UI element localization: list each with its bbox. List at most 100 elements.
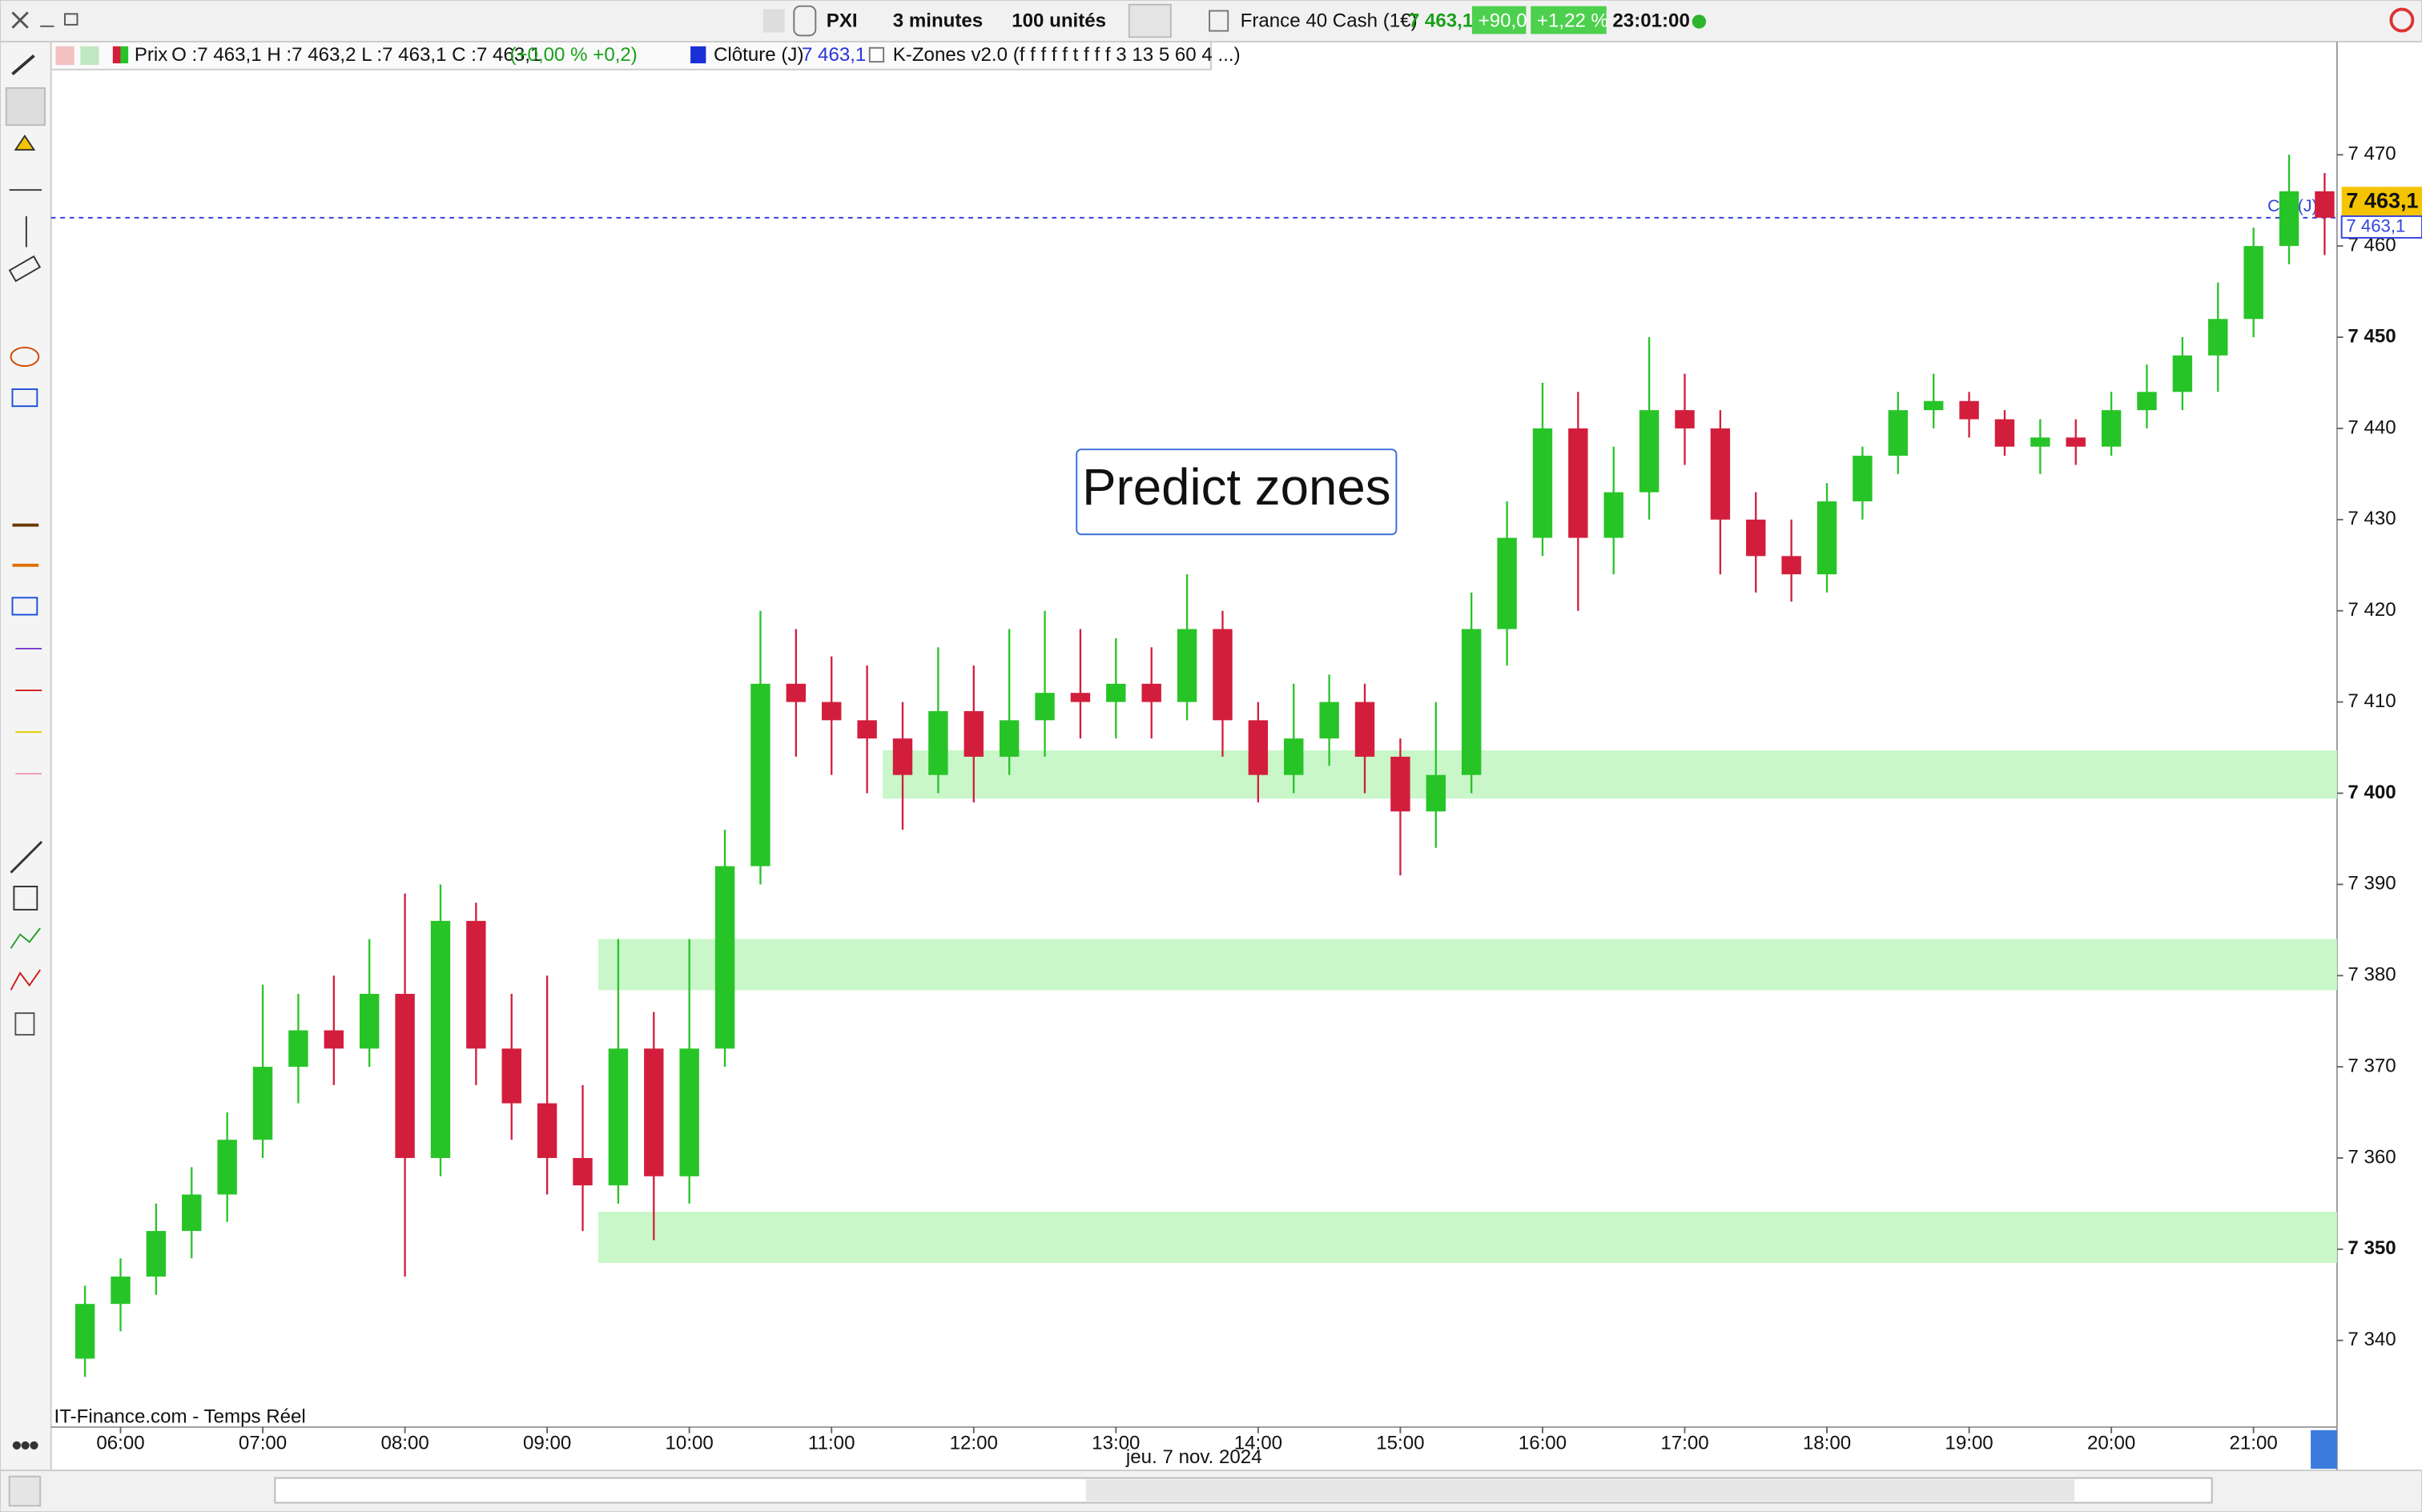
top-toolbar: [0, 0, 2422, 43]
candle-body: [2172, 355, 2193, 392]
price-icon-up: [120, 46, 129, 64]
candle-body: [360, 993, 380, 1049]
wave-tool[interactable]: [10, 969, 41, 991]
candle-body: [324, 1030, 344, 1049]
candle-body: [1675, 410, 1695, 428]
delete-tool[interactable]: [14, 1012, 35, 1036]
server-time: 23:01:00: [1612, 10, 1689, 31]
candle-body: [537, 1103, 557, 1158]
candle-body: [999, 720, 1020, 757]
drawing-tools[interactable]: •••: [5, 54, 46, 1460]
x-tick-label: 16:00: [1519, 1433, 1567, 1454]
candle-body: [786, 683, 807, 702]
candle-body: [1461, 629, 1482, 775]
candle-body: [1354, 702, 1375, 757]
change-badge: [1471, 6, 1527, 34]
y-tick-label: 7 440: [2348, 416, 2396, 438]
date-label: jeu. 7 nov. 2024: [1125, 1446, 1262, 1468]
x-tick-label: 12:00: [950, 1433, 998, 1454]
candle-body: [2101, 410, 2122, 447]
bottom-controls[interactable]: [8, 1430, 2337, 1507]
box-tool[interactable]: [11, 597, 38, 616]
legend-bar: [50, 41, 1212, 70]
candle-body: [1035, 693, 1055, 721]
legend-indicator: K-Zones v2.0 (f f f f f t f f f 3 13 5 6…: [893, 44, 1241, 66]
ruler-tool[interactable]: [8, 255, 42, 283]
candle-body: [1639, 410, 1660, 493]
restore-button[interactable]: [64, 13, 78, 26]
scroll-thumb[interactable]: [1085, 1479, 2075, 1502]
candle-body: [679, 1048, 699, 1176]
window-controls[interactable]: [11, 11, 78, 29]
x-tick-label: 14:00: [1234, 1433, 1282, 1454]
x-tick-label: 09:00: [523, 1433, 571, 1454]
rectangle-tool[interactable]: [11, 388, 38, 408]
candle-body: [2279, 191, 2299, 247]
legend-close-value: 7 463,1: [802, 44, 866, 66]
text-tool[interactable]: [13, 885, 38, 911]
symbol-code[interactable]: PXI: [827, 10, 858, 31]
y-tick-label: 7 370: [2348, 1055, 2396, 1076]
candle-body: [1213, 629, 1233, 721]
data-source: IT-Finance.com - Temps Réel: [54, 1406, 306, 1428]
candle-body: [892, 738, 913, 775]
indicator-checkbox[interactable]: [868, 46, 885, 63]
change-pct-value: +1,22 %: [1537, 10, 1608, 31]
x-tick-label: 11:00: [808, 1433, 855, 1454]
candle-body: [714, 866, 735, 1049]
units-select[interactable]: 100 unités: [1012, 10, 1106, 31]
alert-tool[interactable]: [14, 134, 36, 151]
more-tools[interactable]: •••: [12, 1430, 39, 1460]
candle-body: [111, 1277, 131, 1305]
workspace-button[interactable]: [8, 1475, 42, 1507]
ellipse-tool[interactable]: [10, 346, 40, 368]
scroll-latest-button[interactable]: [2311, 1430, 2337, 1470]
indicator-button[interactable]: [1128, 3, 1172, 38]
candle-body: [1603, 492, 1623, 538]
refresh-button[interactable]: [2389, 7, 2415, 33]
change-pct-badge: [1531, 6, 1607, 34]
pencil-tool[interactable]: [11, 54, 35, 76]
candle-body: [928, 710, 948, 775]
candle-body: [1284, 738, 1304, 775]
candle-body: [750, 683, 770, 867]
candle-body: [1923, 400, 1944, 411]
close-price-tag: [2340, 215, 2422, 239]
last-price-tag-text: 7 463,1: [2346, 189, 2418, 213]
price-icon-down: [112, 46, 121, 64]
candle-body: [857, 720, 877, 739]
candle-body: [1959, 400, 1979, 420]
pattern-tool[interactable]: [10, 927, 41, 949]
chart-type-button[interactable]: [762, 9, 785, 33]
x-tick-label: 07:00: [239, 1433, 287, 1454]
close-button[interactable]: [11, 11, 29, 29]
candle-body: [2315, 191, 2335, 218]
legend-close-name: Clôture (J): [714, 44, 803, 66]
cursor-tool[interactable]: [5, 86, 46, 127]
hide-button[interactable]: [55, 46, 74, 65]
trendline-tool[interactable]: [10, 841, 43, 874]
last-price-tag: [2341, 187, 2422, 216]
candle-body: [2137, 392, 2157, 411]
link-button[interactable]: [793, 5, 817, 37]
y-tick-label: 7 340: [2348, 1329, 2396, 1350]
show-button[interactable]: [80, 46, 99, 65]
candle-body: [1106, 683, 1126, 702]
x-tick-label: 06:00: [96, 1433, 144, 1454]
candle-body: [395, 993, 415, 1158]
y-tick-label: 7 450: [2348, 325, 2396, 347]
timeframe-select[interactable]: 3 minutes: [893, 10, 983, 31]
x-tick-label: 13:00: [1092, 1433, 1140, 1454]
candle-body: [1141, 683, 1161, 702]
y-tick-label: 7 470: [2348, 143, 2396, 165]
candle-body: [1781, 556, 1801, 575]
candle-body: [822, 702, 842, 721]
candle-body: [217, 1140, 237, 1195]
instrument-price: 7 463,1: [1409, 10, 1473, 31]
candle-body: [1390, 756, 1410, 812]
candle-body: [1426, 774, 1446, 812]
change-value: +90,0: [1479, 10, 1527, 31]
candle-body: [1710, 428, 1731, 520]
y-tick-label: 7 410: [2348, 690, 2396, 712]
info-button[interactable]: [1209, 10, 1229, 32]
